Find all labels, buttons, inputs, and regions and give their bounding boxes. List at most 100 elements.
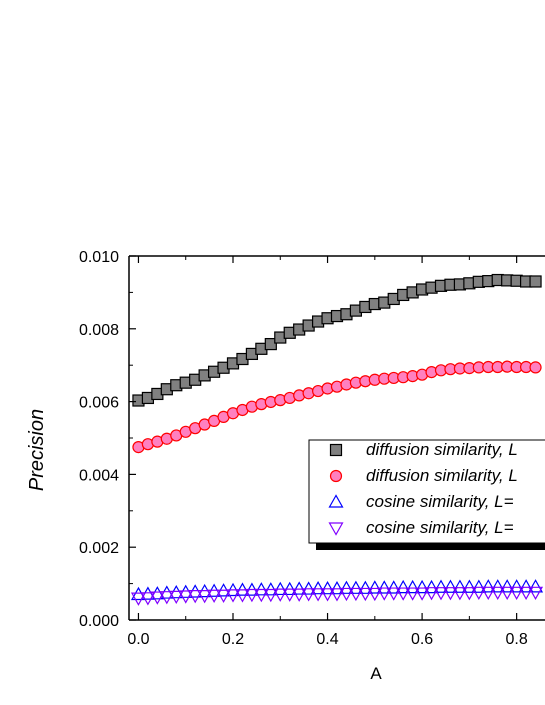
- legend-items: diffusion similarity, L diffusion similar…: [328, 440, 518, 537]
- x-tick-label: 0.4: [316, 631, 338, 648]
- data-point: [159, 591, 175, 605]
- x-axis-title: A: [370, 664, 382, 683]
- data-point: [301, 588, 317, 602]
- data-point: [386, 587, 402, 601]
- legend-marker: [328, 494, 344, 508]
- data-point: [424, 587, 440, 601]
- data-point: [197, 590, 213, 604]
- data-point: [225, 589, 241, 603]
- legend-label: diffusion similarity, L: [366, 440, 518, 459]
- data-point: [348, 580, 364, 594]
- data-point: [490, 579, 506, 593]
- x-tick-label: 0.2: [222, 631, 244, 648]
- data-point: [405, 587, 421, 601]
- data-point: [442, 587, 458, 601]
- data-point: [414, 579, 430, 594]
- y-axis-title: Precision: [26, 409, 48, 491]
- data-point: [509, 586, 525, 601]
- data-point: [320, 580, 336, 595]
- data-point: [168, 590, 184, 605]
- data-point: [528, 579, 544, 593]
- data-point: [386, 580, 402, 594]
- data-point: [206, 589, 222, 603]
- data-point: [509, 579, 525, 593]
- data-point: [461, 587, 477, 601]
- data-point: [471, 579, 487, 593]
- legend-label: cosine similarity, L=: [366, 518, 514, 537]
- axes: 0.0 0.2 0.4 0.6 0.8 0.000 0.002 0.004 0.006 0.008…: [79, 249, 545, 648]
- data-point: [461, 579, 477, 593]
- legend-marker: [329, 469, 343, 483]
- data-point: [320, 588, 336, 602]
- data-point: [187, 590, 203, 604]
- data-point: [367, 587, 383, 602]
- data-point: [499, 579, 515, 593]
- data-point: [272, 588, 288, 602]
- data-point: [490, 586, 506, 601]
- x-tick-label: 0.0: [127, 631, 149, 648]
- data-point: [338, 587, 354, 602]
- x-tick-label: 0.6: [411, 631, 433, 648]
- data-point: [405, 579, 421, 594]
- series-1: [132, 273, 542, 407]
- data-point: [433, 579, 449, 593]
- data-point: [367, 580, 383, 594]
- series-2: [132, 360, 542, 454]
- legend-box: [308, 439, 545, 544]
- data-point: [216, 589, 232, 603]
- data-point: [130, 592, 146, 606]
- data-point: [178, 590, 194, 604]
- series-4: [130, 586, 544, 606]
- data-point: [480, 586, 496, 601]
- data-point: [395, 587, 411, 601]
- y-tick-label: 0.006: [79, 395, 119, 412]
- data-point: [329, 588, 345, 602]
- data-point: [452, 579, 468, 593]
- data-point: [433, 587, 449, 601]
- data-point: [253, 588, 269, 603]
- data-point: [338, 580, 354, 594]
- data-point: [357, 580, 373, 594]
- plot-area: [130, 273, 544, 606]
- data-point: [310, 580, 326, 595]
- data-point: [424, 579, 440, 594]
- data-point: [234, 589, 250, 603]
- y-tick-label: 0.004: [79, 467, 119, 484]
- series-layer: [130, 273, 544, 606]
- data-point: [518, 586, 534, 601]
- data-point: [529, 275, 542, 288]
- data-point: [528, 586, 544, 601]
- legend: diffusion similarity, L diffusion similar…: [308, 439, 545, 550]
- data-point: [357, 587, 373, 602]
- data-point: [499, 586, 515, 601]
- data-point: [518, 579, 534, 593]
- data-point: [480, 579, 496, 593]
- data-point: [395, 579, 411, 594]
- legend-label: diffusion similarity, L: [366, 466, 518, 485]
- legend-marker: [329, 443, 343, 457]
- data-point: [282, 588, 298, 602]
- data-point: [291, 588, 307, 602]
- data-point: [442, 579, 458, 593]
- data-point: [149, 591, 165, 605]
- y-tick-label: 0.000: [79, 613, 119, 630]
- data-point: [263, 588, 279, 603]
- data-point: [529, 361, 542, 374]
- legend-item: cosine similarity, L=: [328, 492, 514, 511]
- legend-item: cosine similarity, L=: [328, 518, 514, 537]
- y-tick-label: 0.010: [79, 249, 119, 266]
- legend-label: cosine similarity, L=: [366, 492, 514, 511]
- legend-item: diffusion similarity, L: [329, 466, 518, 485]
- legend-marker: [328, 522, 344, 536]
- data-point: [310, 588, 326, 602]
- y-tick-label: 0.008: [79, 322, 119, 339]
- data-point: [264, 337, 277, 351]
- legend-item: diffusion similarity, L: [329, 440, 518, 459]
- data-point: [414, 587, 430, 601]
- data-point: [471, 586, 487, 601]
- data-point: [376, 587, 392, 601]
- x-tick-label: 0.8: [506, 631, 528, 648]
- data-point: [348, 587, 364, 602]
- data-point: [140, 592, 156, 606]
